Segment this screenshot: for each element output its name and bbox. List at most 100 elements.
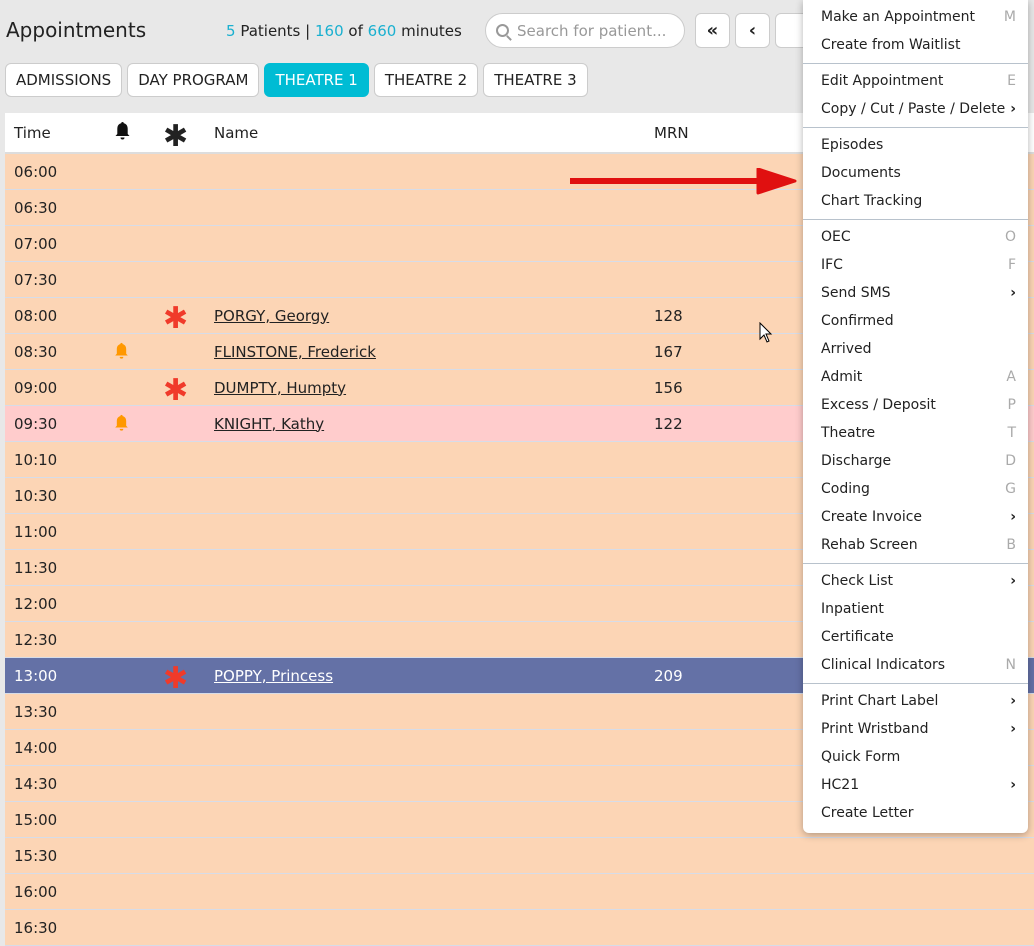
- menu-item-confirmed[interactable]: Confirmed: [803, 307, 1028, 335]
- patient-name-link[interactable]: PORGY, Georgy: [214, 306, 330, 325]
- chevron-right-icon: ›: [1010, 285, 1016, 301]
- menu-item-clinical-indicators[interactable]: Clinical Indicators N: [803, 651, 1028, 679]
- shortcut-key: F: [1007, 257, 1016, 273]
- menu-item-admit[interactable]: Admit A: [803, 363, 1028, 391]
- chevron-right-icon: ›: [1010, 101, 1016, 117]
- menu-separator: [803, 683, 1028, 684]
- menu-item-label: Create Letter: [821, 805, 914, 821]
- asterisk-icon: ✱: [163, 301, 189, 336]
- tab-theatre-1[interactable]: THEATRE 1: [264, 63, 369, 97]
- row-time: 10:10: [14, 450, 58, 469]
- menu-item-label: Inpatient: [821, 601, 884, 617]
- annotation-arrow: [570, 168, 797, 195]
- table-row[interactable]: 16:00: [5, 874, 1034, 910]
- row-time: 06:00: [14, 162, 58, 181]
- shortcut-key: G: [1005, 481, 1016, 497]
- menu-item-excess-deposit[interactable]: Excess / Deposit P: [803, 391, 1028, 419]
- row-time: 07:00: [14, 234, 58, 253]
- row-mrn: 167: [654, 342, 683, 361]
- bell-icon: [113, 414, 130, 436]
- chevron-right-icon: ›: [1010, 573, 1016, 589]
- menu-separator: [803, 563, 1028, 564]
- menu-item-label: Make an Appointment: [821, 9, 976, 25]
- table-row[interactable]: 16:30: [5, 910, 1034, 946]
- appointments-table: Time ✱ Name MRN 06:00 06:30 07:00 07:30 08:0…: [5, 113, 1034, 946]
- mouse-cursor-icon: [759, 322, 773, 343]
- previous-button[interactable]: ‹: [735, 13, 770, 48]
- table-row[interactable]: 15:30: [5, 838, 1034, 874]
- patient-name-link[interactable]: FLINSTONE, Frederick: [214, 342, 376, 361]
- patient-name-link[interactable]: KNIGHT, Kathy: [214, 414, 325, 433]
- shortcut-key: T: [1007, 425, 1016, 441]
- menu-item-label: Copy / Cut / Paste / Delete: [821, 101, 1006, 117]
- menu-item-ifc[interactable]: IFC F: [803, 251, 1028, 279]
- menu-item-print-wristband[interactable]: Print Wristband ›: [803, 715, 1028, 743]
- chevron-right-icon: ›: [1010, 509, 1016, 525]
- row-time: 13:00: [14, 666, 58, 685]
- row-time: 08:30: [14, 342, 58, 361]
- menu-item-documents[interactable]: Documents: [803, 159, 1028, 187]
- menu-item-label: Theatre: [821, 425, 876, 441]
- tab-admissions[interactable]: ADMISSIONS: [5, 63, 123, 97]
- menu-item-label: Confirmed: [821, 313, 894, 329]
- asterisk-icon: ✱: [163, 119, 189, 154]
- menu-separator: [803, 219, 1028, 220]
- menu-item-discharge[interactable]: Discharge D: [803, 447, 1028, 475]
- row-time: 16:30: [14, 918, 58, 937]
- menu-item-oec[interactable]: OEC O: [803, 223, 1028, 251]
- menu-item-hc21[interactable]: HC21 ›: [803, 771, 1028, 799]
- menu-item-create-letter[interactable]: Create Letter: [803, 799, 1028, 827]
- row-time: 09:00: [14, 378, 58, 397]
- row-time: 14:30: [14, 774, 58, 793]
- column-mrn[interactable]: MRN: [654, 123, 689, 142]
- shortcut-key: O: [1004, 229, 1016, 245]
- patient-name-link[interactable]: POPPY, Princess: [214, 666, 334, 685]
- asterisk-icon: ✱: [163, 373, 189, 408]
- row-time: 15:30: [14, 846, 58, 865]
- tab-day-program[interactable]: DAY PROGRAM: [127, 63, 260, 97]
- menu-item-label: Print Chart Label: [821, 693, 939, 709]
- menu-item-print-chart-label[interactable]: Print Chart Label ›: [803, 687, 1028, 715]
- row-time: 10:30: [14, 486, 58, 505]
- shortcut-key: B: [1006, 537, 1016, 553]
- row-time: 06:30: [14, 198, 58, 217]
- menu-item-create-from-waitlist[interactable]: Create from Waitlist: [803, 31, 1028, 59]
- menu-item-certificate[interactable]: Certificate: [803, 623, 1028, 651]
- menu-item-label: Chart Tracking: [821, 193, 923, 209]
- patient-search-input[interactable]: Search for patient...: [485, 13, 685, 48]
- row-time: 11:30: [14, 558, 58, 577]
- menu-item-inpatient[interactable]: Inpatient: [803, 595, 1028, 623]
- menu-item-create-invoice[interactable]: Create Invoice ›: [803, 503, 1028, 531]
- tab-theatre-2[interactable]: THEATRE 2: [373, 63, 479, 97]
- menu-item-copy-cut-paste-delete[interactable]: Copy / Cut / Paste / Delete ›: [803, 95, 1028, 123]
- page-title: Appointments: [6, 18, 147, 42]
- row-mrn: 209: [654, 666, 683, 685]
- menu-item-edit-appointment[interactable]: Edit Appointment E: [803, 67, 1028, 95]
- row-time: 13:30: [14, 702, 58, 721]
- first-page-button[interactable]: «: [695, 13, 730, 48]
- column-time[interactable]: Time: [14, 123, 51, 142]
- menu-item-chart-tracking[interactable]: Chart Tracking: [803, 187, 1028, 215]
- menu-item-arrived[interactable]: Arrived: [803, 335, 1028, 363]
- shortcut-key: D: [1005, 453, 1016, 469]
- row-time: 08:00: [14, 306, 58, 325]
- chevron-right-icon: ›: [1010, 777, 1016, 793]
- menu-item-coding[interactable]: Coding G: [803, 475, 1028, 503]
- menu-item-quick-form[interactable]: Quick Form: [803, 743, 1028, 771]
- menu-item-check-list[interactable]: Check List ›: [803, 567, 1028, 595]
- menu-item-label: Discharge: [821, 453, 892, 469]
- row-time: 09:30: [14, 414, 58, 433]
- menu-item-send-sms[interactable]: Send SMS ›: [803, 279, 1028, 307]
- menu-item-label: Create Invoice: [821, 509, 923, 525]
- menu-item-rehab-screen[interactable]: Rehab Screen B: [803, 531, 1028, 559]
- bell-icon: [113, 121, 132, 145]
- menu-item-label: Create from Waitlist: [821, 37, 961, 53]
- column-name[interactable]: Name: [214, 123, 259, 142]
- menu-item-theatre[interactable]: Theatre T: [803, 419, 1028, 447]
- patient-name-link[interactable]: DUMPTY, Humpty: [214, 378, 347, 397]
- menu-item-make-an-appointment[interactable]: Make an Appointment M: [803, 3, 1028, 31]
- menu-item-episodes[interactable]: Episodes: [803, 131, 1028, 159]
- tab-theatre-3[interactable]: THEATRE 3: [483, 63, 588, 97]
- search-icon: [496, 24, 509, 37]
